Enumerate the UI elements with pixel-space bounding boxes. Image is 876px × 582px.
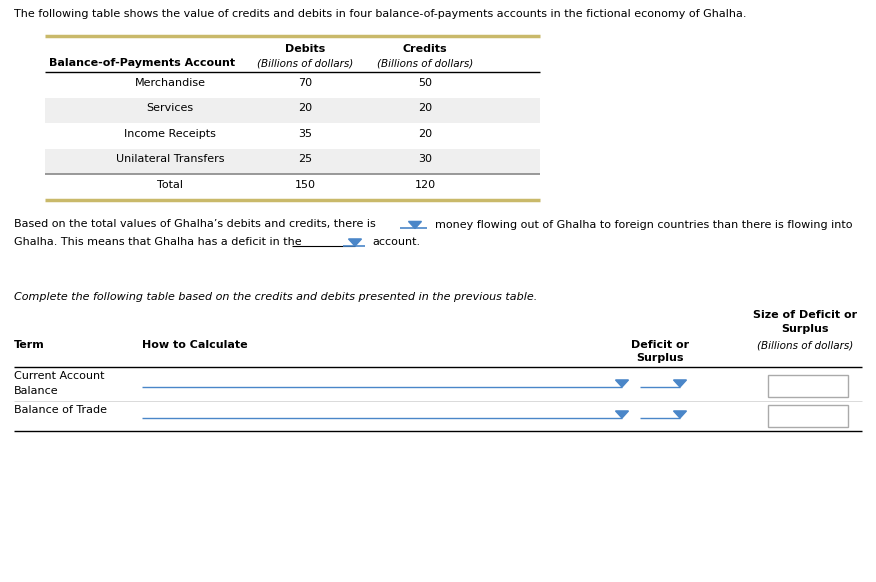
Text: 20: 20 <box>298 103 312 113</box>
Text: Balance: Balance <box>14 386 59 396</box>
Text: Balance-of-Payments Account: Balance-of-Payments Account <box>49 58 235 68</box>
Text: Based on the total values of Ghalha’s debits and credits, there is: Based on the total values of Ghalha’s de… <box>14 219 376 229</box>
Text: Ghalha. This means that Ghalha has a deficit in the: Ghalha. This means that Ghalha has a def… <box>14 237 301 247</box>
Text: Term: Term <box>14 340 45 350</box>
Text: Balance of Trade: Balance of Trade <box>14 405 107 415</box>
Text: (Billions of dollars): (Billions of dollars) <box>257 58 353 68</box>
Text: 25: 25 <box>298 154 312 164</box>
Polygon shape <box>674 380 687 387</box>
Text: 50: 50 <box>418 78 432 88</box>
Text: 20: 20 <box>418 103 432 113</box>
Polygon shape <box>674 411 687 418</box>
Text: account.: account. <box>372 237 420 247</box>
Text: The following table shows the value of credits and debits in four balance-of-pay: The following table shows the value of c… <box>14 9 746 19</box>
Text: (Billions of dollars): (Billions of dollars) <box>377 58 473 68</box>
Text: Size of Deficit or: Size of Deficit or <box>753 310 857 320</box>
Polygon shape <box>408 221 421 229</box>
Text: 20: 20 <box>418 129 432 139</box>
Text: Total: Total <box>157 180 183 190</box>
Polygon shape <box>616 380 628 387</box>
Text: Deficit or: Deficit or <box>631 340 689 350</box>
Text: Income Receipts: Income Receipts <box>124 129 216 139</box>
Text: 30: 30 <box>418 154 432 164</box>
Text: money flowing out of Ghalha to foreign countries than there is flowing into: money flowing out of Ghalha to foreign c… <box>435 219 852 229</box>
Text: 150: 150 <box>294 180 315 190</box>
Polygon shape <box>616 411 628 418</box>
Bar <box>768 405 848 427</box>
Text: Unilateral Transfers: Unilateral Transfers <box>116 154 224 164</box>
Text: Services: Services <box>146 103 194 113</box>
Polygon shape <box>349 239 362 246</box>
Bar <box>768 375 848 397</box>
Text: Debits: Debits <box>285 44 325 54</box>
Bar <box>45 148 540 174</box>
Text: Merchandise: Merchandise <box>135 78 206 88</box>
Text: (Billions of dollars): (Billions of dollars) <box>757 340 853 350</box>
Text: 35: 35 <box>298 129 312 139</box>
Text: Current Account: Current Account <box>14 371 104 381</box>
Text: 70: 70 <box>298 78 312 88</box>
Text: Credits: Credits <box>403 44 448 54</box>
Text: How to Calculate: How to Calculate <box>142 340 248 350</box>
Text: 120: 120 <box>414 180 435 190</box>
Bar <box>45 98 540 123</box>
Text: Surplus: Surplus <box>781 324 829 334</box>
Text: Surplus: Surplus <box>636 353 684 363</box>
Text: Complete the following table based on the credits and debits presented in the pr: Complete the following table based on th… <box>14 292 537 302</box>
